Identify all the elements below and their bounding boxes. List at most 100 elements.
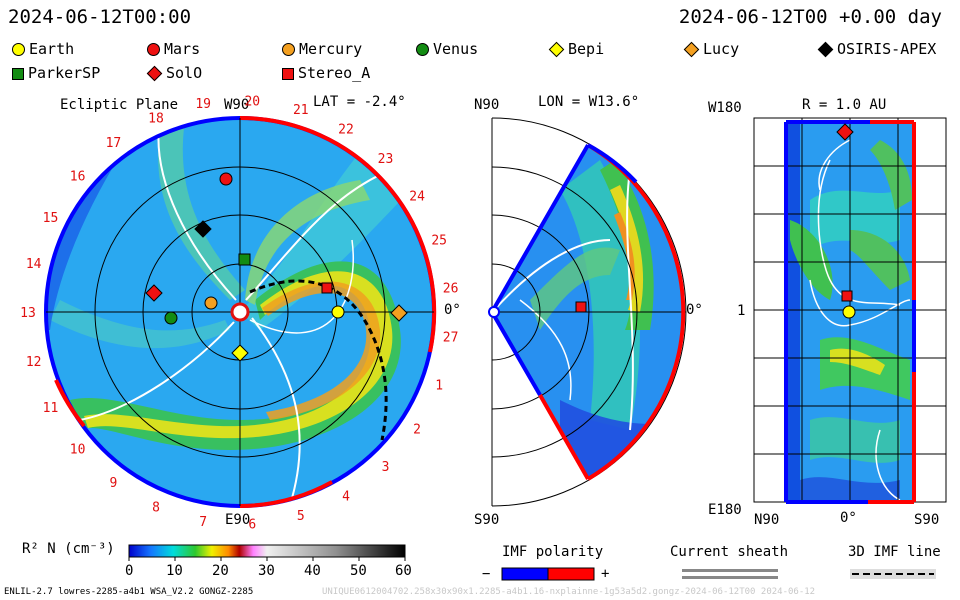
legend-label: Stereo_A	[298, 64, 371, 82]
rotation-label: 27	[443, 331, 459, 346]
imf-positive-swatch	[547, 567, 595, 581]
ecliptic-bottom-label: E90	[225, 512, 251, 528]
ecliptic-title: Ecliptic Plane	[60, 97, 179, 113]
current-sheath-title: Current sheath	[670, 544, 789, 560]
legend-item-parkersp: ParkerSP	[12, 64, 100, 82]
earth-icon	[331, 305, 345, 319]
lucy-icon	[390, 304, 408, 322]
colorbar-ticks	[128, 557, 406, 561]
ecliptic-right-label: 0°	[444, 302, 461, 318]
imf-polarity-title: IMF polarity	[502, 544, 604, 560]
colorbar-label: R² N (cm⁻³)	[22, 541, 115, 557]
carrington-rotation-labels: 19 20212223242526271234567891011121314151…	[20, 94, 458, 532]
imf-minus-label: −	[482, 566, 491, 582]
legend-item-bepi: Bepi	[548, 40, 605, 58]
rotation-label: 25	[431, 234, 447, 249]
rotation-label: 4	[342, 490, 350, 505]
legend-item-stereo-a: Stereo_A	[282, 64, 370, 82]
colorbar-tick-0: 0	[125, 563, 134, 579]
legend-label: Earth	[29, 40, 75, 58]
ecliptic-top-label: W90	[224, 97, 250, 113]
colorbar-tick-10: 10	[166, 563, 183, 579]
colorbar-tick-50: 50	[350, 563, 367, 579]
ecliptic-lat-label: LAT = -2.4°	[313, 94, 406, 110]
rotation-label: 7	[199, 515, 207, 530]
legend-item-venus: Venus	[416, 40, 478, 58]
rotation-label: 9	[109, 476, 117, 491]
meridional-lon-label: LON = W13.6°	[538, 94, 640, 110]
rotation-label: 21	[293, 103, 309, 118]
imf-negative-swatch	[501, 567, 549, 581]
legend-label: Venus	[433, 40, 479, 58]
meridional-grid	[491, 117, 687, 507]
bepi-icon	[231, 344, 249, 362]
rotation-label: 18	[148, 111, 164, 126]
parkersp-marker-icon	[12, 67, 24, 80]
rotation-label: 3	[382, 460, 390, 475]
imf3d-line-background	[850, 569, 936, 579]
rotation-label: 22	[338, 122, 354, 137]
venus-marker-icon	[416, 43, 429, 56]
datetime-left: 2024-06-12T00:00	[8, 6, 192, 28]
rotation-label: 10	[70, 442, 86, 457]
colorbar-tick-20: 20	[212, 563, 229, 579]
mars-icon	[219, 172, 233, 186]
colorbar-tick-60: 60	[395, 563, 412, 579]
rmap-x-right-label: S90	[914, 512, 940, 528]
mars-marker-icon	[147, 43, 160, 56]
rotation-label: 11	[43, 401, 59, 416]
rotation-label: 14	[26, 257, 42, 272]
meridional-polarity-arc	[586, 143, 686, 481]
density-colorbar	[128, 544, 406, 558]
mercury-marker-icon	[282, 43, 295, 56]
rotation-label: 12	[26, 355, 42, 370]
osiris-apex-icon	[194, 220, 212, 238]
legend-label: Bepi	[568, 40, 605, 58]
rotation-label: 16	[70, 170, 86, 185]
legend-label: Mars	[164, 40, 201, 58]
rmap-solo-icon	[836, 123, 854, 141]
rotation-label: 26	[443, 281, 459, 296]
meridional-top-label: N90	[474, 97, 500, 113]
rotation-label: 17	[106, 136, 122, 151]
rmap-bottom-left-label: E180	[708, 502, 742, 518]
mercury-icon	[204, 296, 218, 310]
datetime-right: 2024-06-12T00 +0.00 day	[678, 6, 942, 28]
rotation-label: 1	[435, 379, 443, 394]
rmap-title: R = 1.0 AU	[802, 97, 887, 113]
footer-right: UNIQUE0612004702.258x30x90x1.2285-a4b1.1…	[322, 587, 816, 597]
ecliptic-3d-imf-line	[249, 279, 388, 441]
imf-plus-label: +	[601, 566, 610, 582]
earth-marker-icon	[12, 43, 25, 56]
legend-label: ParkerSP	[28, 64, 101, 82]
rotation-label: 24	[409, 190, 425, 205]
colorbar-tick-40: 40	[304, 563, 321, 579]
rotation-label: 6	[248, 518, 256, 533]
meridional-right-label: 0°	[686, 302, 703, 318]
legend-label: Lucy	[703, 40, 740, 58]
rotation-label: 15	[43, 211, 59, 226]
legend-item-mars: Mars	[147, 40, 200, 58]
stereo-a-marker-icon	[282, 67, 294, 80]
current-sheath-line	[682, 569, 778, 572]
meridional-sun-icon	[488, 306, 500, 318]
rmap-earth-icon	[842, 305, 856, 319]
meridional-stereo-a-icon	[575, 301, 587, 313]
legend-item-mercury: Mercury	[282, 40, 362, 58]
rotation-label: 8	[152, 501, 160, 516]
stereo-a-icon	[321, 282, 333, 294]
legend-item-lucy: Lucy	[683, 40, 740, 58]
legend-label: Mercury	[299, 40, 363, 58]
meridional-bottom-label: S90	[474, 512, 500, 528]
rmap-mid-left-label: 1	[737, 303, 746, 319]
rmap-x-mid-label: 0°	[840, 510, 857, 526]
rmap-x-left-label: N90	[754, 512, 780, 528]
rotation-label: 13	[20, 306, 36, 321]
legend-item-solo: SolO	[146, 64, 202, 82]
rotation-label: 2	[413, 423, 421, 438]
venus-icon	[164, 311, 178, 325]
sun-icon	[230, 302, 250, 322]
legend-item-osiris-apex: OSIRIS-APEX	[817, 40, 936, 58]
rmap-stereo-a-icon	[841, 290, 853, 302]
